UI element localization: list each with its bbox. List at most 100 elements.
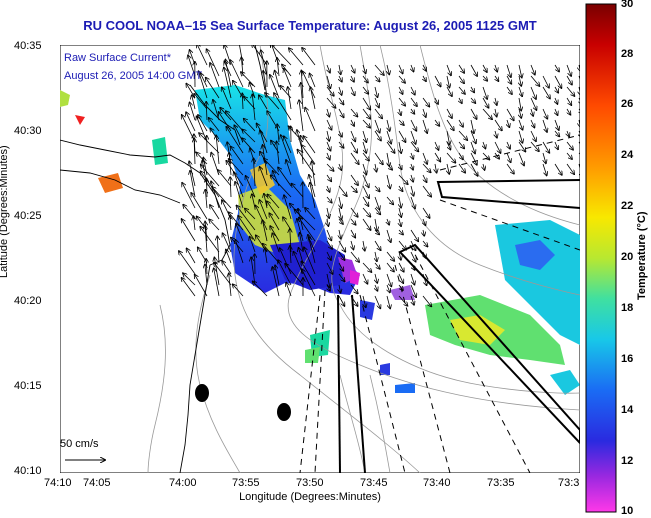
- current-vector: [518, 86, 522, 96]
- current-vector: [327, 64, 330, 73]
- current-vector: [518, 119, 523, 130]
- current-vector: [278, 260, 292, 286]
- current-vector: [350, 251, 359, 262]
- current-vector: [411, 152, 413, 159]
- x-tick: 74:05: [83, 477, 111, 489]
- current-vector: [326, 119, 332, 130]
- current-vector: [182, 219, 196, 242]
- current-vector: [410, 130, 416, 144]
- current-vector: [301, 136, 304, 165]
- current-vector: [374, 262, 380, 269]
- current-vector: [458, 130, 467, 140]
- annotation-line-2: August 26, 2005 14:00 GMT: [64, 70, 203, 82]
- current-vector: [362, 130, 366, 142]
- current-vector: [339, 163, 341, 170]
- current-vector: [374, 207, 380, 214]
- current-vector: [578, 163, 580, 177]
- current-vector: [507, 141, 510, 149]
- current-vector: [458, 141, 464, 149]
- current-vector: [223, 233, 232, 253]
- current-vector: [386, 229, 391, 242]
- current-vector: [386, 141, 395, 153]
- current-vector: [470, 152, 477, 165]
- current-vector: [530, 75, 540, 86]
- current-vector: [284, 136, 292, 154]
- current-vector: [252, 94, 256, 121]
- current-vector: [387, 152, 389, 166]
- current-vector: [254, 158, 256, 187]
- current-vector: [362, 196, 369, 206]
- current-vector: [300, 233, 304, 253]
- current-vector: [362, 86, 368, 94]
- colorbar-tick: 20: [621, 251, 634, 263]
- current-vector: [192, 95, 196, 110]
- colorbar-tick: 24: [621, 149, 634, 161]
- current-vector: [386, 295, 390, 309]
- current-vector: [495, 130, 497, 138]
- current-vector: [269, 213, 280, 231]
- current-vector: [422, 240, 428, 247]
- current-vector: [290, 246, 291, 264]
- colorbar-tick: 10: [621, 505, 634, 517]
- current-vector: [362, 207, 371, 217]
- colorbar-tick: 30: [621, 0, 634, 10]
- current-vector: [233, 284, 244, 297]
- current-vector: [410, 251, 416, 262]
- current-vector: [286, 283, 292, 297]
- current-vector: [555, 97, 558, 104]
- current-vector: [470, 97, 475, 103]
- current-vector: [506, 108, 514, 120]
- current-vector: [214, 268, 220, 297]
- current-vector: [542, 141, 549, 153]
- current-vector: [519, 75, 521, 86]
- current-vector: [482, 108, 492, 119]
- y-axis-label: Latitude (Degrees:Minutes): [0, 145, 10, 278]
- current-vector: [326, 86, 334, 96]
- current-vector: [229, 212, 244, 231]
- current-vector: [398, 75, 405, 83]
- current-vector: [542, 86, 550, 99]
- current-vector: [206, 78, 220, 99]
- current-vector: [386, 174, 390, 189]
- current-vector: [230, 146, 244, 165]
- current-vector: [285, 264, 304, 286]
- radar-site-marker: [195, 384, 209, 402]
- current-vector: [200, 227, 220, 253]
- current-vector: [362, 97, 370, 110]
- current-vector: [542, 75, 549, 88]
- current-vector: [299, 100, 304, 132]
- current-vector: [375, 273, 377, 283]
- current-vector: [399, 251, 401, 260]
- current-vector: [350, 108, 358, 117]
- current-vector: [312, 162, 316, 187]
- sst-map: [60, 45, 580, 473]
- current-vector: [399, 218, 401, 226]
- current-vector: [326, 251, 331, 260]
- current-vector: [265, 248, 267, 264]
- current-vector: [399, 284, 403, 290]
- current-vector: [326, 229, 331, 241]
- current-vector: [374, 130, 381, 141]
- current-vector: [554, 75, 562, 88]
- current-vector: [410, 284, 416, 297]
- current-vector: [229, 159, 244, 176]
- current-vector: [259, 95, 268, 110]
- current-vector: [423, 229, 424, 236]
- current-vector: [339, 130, 342, 137]
- current-vector: [410, 262, 415, 270]
- current-vector: [338, 240, 345, 252]
- current-vector: [310, 87, 316, 110]
- current-vector: [272, 233, 280, 253]
- current-vector: [277, 58, 279, 77]
- current-vector: [386, 130, 391, 144]
- current-vector: [386, 163, 392, 170]
- current-vector: [542, 163, 547, 176]
- y-tick: 40:20: [14, 295, 42, 307]
- current-vector: [339, 218, 343, 224]
- current-vector: [519, 108, 521, 118]
- annotation-line-1: Raw Surface Current*: [64, 52, 171, 64]
- current-vector: [190, 102, 196, 121]
- current-vector: [286, 160, 292, 176]
- current-vector: [305, 108, 316, 132]
- current-vector: [386, 196, 393, 204]
